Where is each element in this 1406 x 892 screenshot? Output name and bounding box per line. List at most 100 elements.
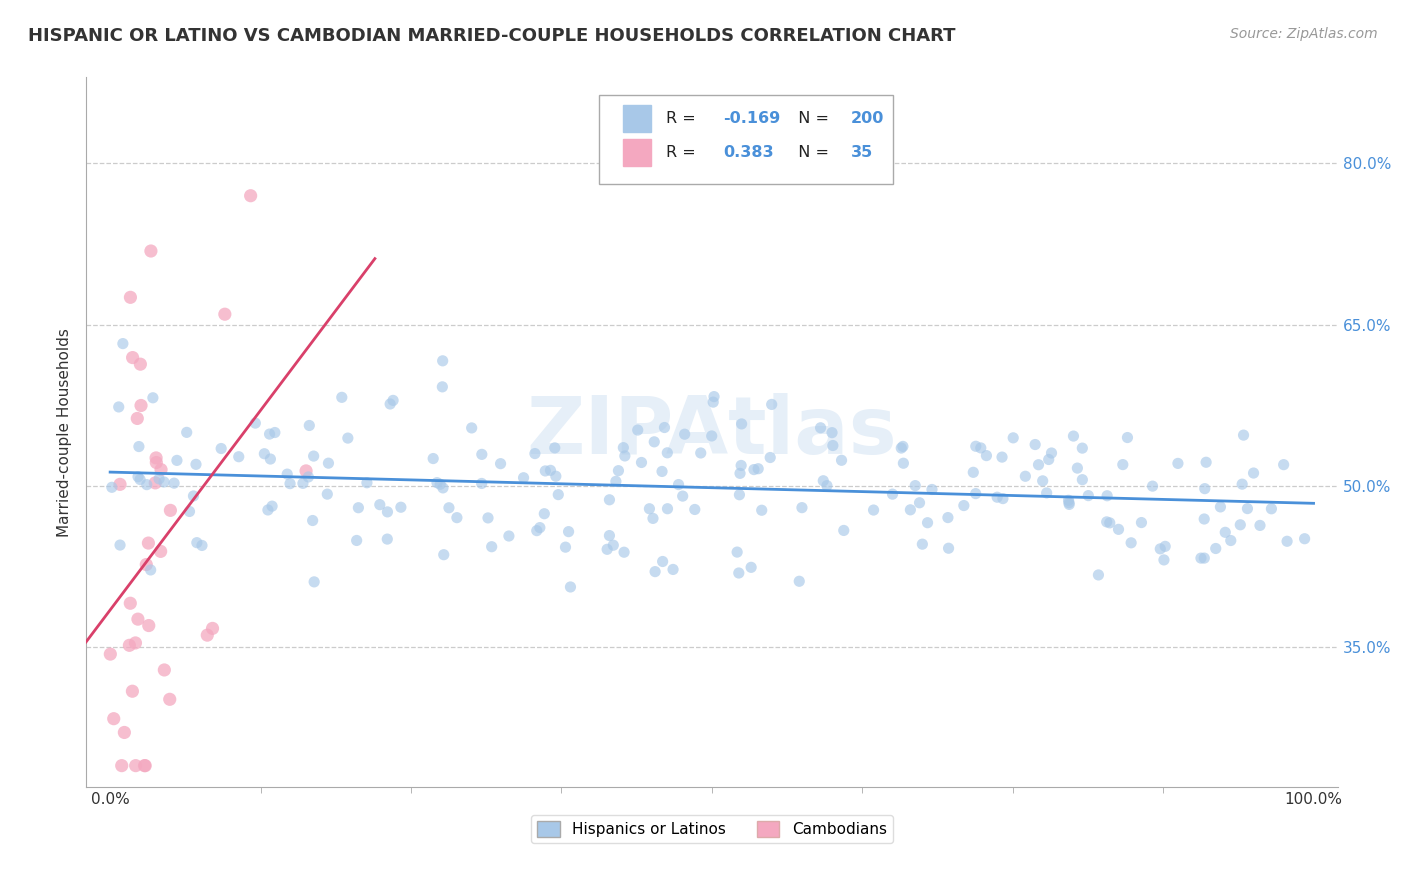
Point — [1189, 551, 1212, 566]
Point — [730, 417, 752, 431]
Point — [651, 554, 673, 568]
Point — [422, 451, 444, 466]
Point — [98, 647, 121, 661]
Point — [917, 516, 939, 530]
Point — [432, 481, 454, 495]
Point — [547, 487, 569, 501]
Point — [742, 462, 765, 476]
Bar — [623, 105, 651, 132]
Point — [142, 391, 165, 405]
Point — [498, 529, 520, 543]
Point — [389, 500, 412, 515]
Point — [184, 458, 207, 472]
Point — [111, 758, 134, 772]
Point — [446, 510, 468, 524]
Text: R =: R = — [665, 145, 700, 161]
Point — [751, 503, 773, 517]
Point — [228, 450, 250, 464]
Text: ZIPAtlas: ZIPAtlas — [526, 393, 897, 471]
Point — [316, 487, 339, 501]
Point — [596, 542, 619, 557]
Point — [654, 420, 676, 434]
Point — [970, 441, 993, 455]
Point — [121, 351, 143, 365]
Point — [657, 446, 679, 460]
Point — [727, 566, 749, 580]
Point — [725, 545, 748, 559]
Point — [689, 446, 711, 460]
Point — [437, 500, 460, 515]
Point — [347, 500, 370, 515]
Point — [489, 457, 512, 471]
Point — [138, 536, 160, 550]
Text: 35: 35 — [851, 145, 873, 161]
Point — [433, 548, 456, 562]
Point — [127, 411, 149, 425]
Point — [301, 514, 323, 528]
Point — [813, 474, 835, 488]
Point — [191, 538, 214, 552]
Point — [382, 393, 405, 408]
Point — [1142, 479, 1164, 493]
Point — [111, 336, 134, 351]
Point — [602, 538, 624, 552]
Point — [460, 421, 482, 435]
Point — [145, 450, 167, 465]
Point — [302, 574, 325, 589]
Point — [862, 503, 884, 517]
Point — [534, 464, 557, 478]
Text: 200: 200 — [851, 112, 884, 126]
Point — [127, 612, 149, 626]
Point — [176, 425, 198, 440]
Point — [991, 491, 1014, 506]
Point — [118, 638, 141, 652]
Point — [544, 441, 567, 455]
Point — [605, 475, 627, 489]
Point — [938, 541, 960, 556]
Point — [662, 562, 685, 576]
Point — [183, 489, 205, 503]
Point — [965, 486, 987, 500]
Point — [638, 501, 661, 516]
Point — [143, 475, 166, 490]
Point — [145, 456, 167, 470]
Point — [120, 290, 142, 304]
Point — [904, 478, 927, 492]
Point — [1087, 568, 1109, 582]
Point — [1294, 532, 1316, 546]
Legend: Hispanics or Latinos, Cambodians: Hispanics or Latinos, Cambodians — [531, 815, 893, 843]
Point — [1121, 536, 1143, 550]
Point — [1149, 541, 1171, 556]
Point — [898, 503, 921, 517]
Point — [124, 636, 146, 650]
Point — [810, 421, 832, 435]
Point — [1154, 540, 1177, 554]
Point — [135, 477, 157, 491]
Text: HISPANIC OR LATINO VS CAMBODIAN MARRIED-COUPLE HOUSEHOLDS CORRELATION CHART: HISPANIC OR LATINO VS CAMBODIAN MARRIED-… — [28, 27, 956, 45]
Point — [163, 476, 186, 491]
Point — [1192, 512, 1215, 526]
Point — [787, 574, 810, 589]
Point — [129, 357, 152, 371]
Point — [1275, 534, 1298, 549]
Point — [259, 427, 281, 442]
Point — [821, 425, 844, 440]
Point — [239, 188, 262, 202]
Point — [108, 477, 131, 491]
Point — [526, 524, 548, 538]
Point — [1108, 522, 1130, 536]
Point — [598, 528, 620, 542]
Point — [1167, 457, 1189, 471]
Point — [740, 560, 762, 574]
Point — [1095, 489, 1118, 503]
Point — [426, 475, 449, 490]
Point — [703, 390, 725, 404]
Point — [150, 462, 173, 476]
Point — [893, 456, 915, 470]
Point — [432, 354, 454, 368]
Point — [612, 441, 634, 455]
Point — [471, 447, 494, 461]
Point — [540, 463, 562, 477]
Point — [1195, 455, 1218, 469]
Point — [1071, 473, 1094, 487]
